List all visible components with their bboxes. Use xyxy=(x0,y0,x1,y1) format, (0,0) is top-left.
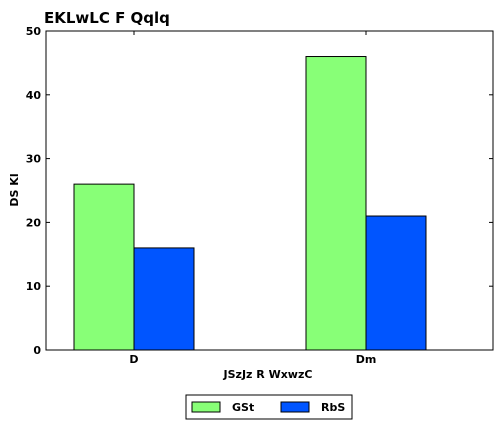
chart-title: EKLwLC F Qqlq xyxy=(44,9,170,27)
x-tick-label: D xyxy=(129,353,138,366)
y-tick-label: 30 xyxy=(26,153,42,166)
y-tick-label: 50 xyxy=(26,25,42,38)
legend-swatch-RbS xyxy=(280,401,310,413)
legend: GSt RbS xyxy=(185,394,353,420)
plot-area: 0 10 20 30 40 50 D Dm xyxy=(26,25,494,366)
x-tick-label: Dm xyxy=(356,353,377,366)
x-axis-label: JSzJz R WxwzC xyxy=(223,368,313,381)
plot-frame xyxy=(45,30,494,351)
bar-RbS-D xyxy=(133,247,195,351)
y-axis-label: DS Kl xyxy=(8,173,21,206)
bar-GSt-Dm xyxy=(305,56,367,351)
bar-GSt-D xyxy=(73,183,135,351)
legend-label-GSt: GSt xyxy=(232,401,254,414)
legend-label-RbS: RbS xyxy=(321,401,345,414)
legend-swatch-GSt xyxy=(191,401,221,413)
bar-RbS-Dm xyxy=(365,215,427,351)
y-tick-label: 10 xyxy=(26,280,42,293)
y-tick-label: 40 xyxy=(26,89,42,102)
y-tick-label: 20 xyxy=(26,216,42,229)
y-tick-label: 0 xyxy=(33,344,41,357)
